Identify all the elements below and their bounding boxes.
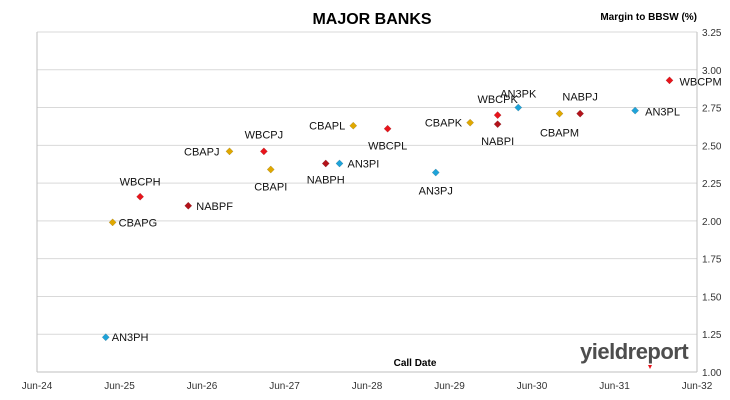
point-label-nabpi: NABPI (481, 136, 514, 148)
x-tick-label: Jun-26 (187, 381, 218, 392)
point-label-cbapg: CBAPG (119, 217, 158, 229)
data-point-cbapj (225, 147, 234, 156)
point-label-an3pk: AN3PK (500, 89, 537, 101)
data-point-an3pj (431, 168, 440, 177)
point-label-an3pj: AN3PJ (419, 186, 453, 198)
y-tick-label: 2.00 (702, 217, 722, 228)
point-label-wbcpm: WBCPM (680, 76, 722, 88)
point-label-cbapj: CBAPJ (184, 146, 219, 158)
label-layer: AN3PH CBAPG WBCPH NABPF CBAPJ WBCPJ CBAPI NABPH… (112, 76, 722, 344)
data-point-nabpf (184, 201, 193, 210)
grid-layer (36, 31, 698, 373)
data-point-an3pl (631, 106, 640, 115)
data-point-cbapg (108, 218, 117, 227)
point-label-wbcpk: WBCPK (477, 94, 518, 106)
point-label-wbcph: WBCPH (120, 177, 161, 189)
data-point-an3pi (335, 159, 344, 168)
point-label-nabph: NABPH (307, 174, 345, 186)
point-label-wbcpj: WBCPJ (245, 129, 284, 141)
point-label-cbapi: CBAPI (254, 182, 287, 194)
point-label-an3pi: AN3PI (348, 158, 380, 170)
x-tick-label: Jun-32 (682, 381, 713, 392)
axis-marker-icon (648, 365, 652, 369)
data-point-nabpj (576, 109, 585, 118)
y-axis-label: Margin to BBSW (%) (600, 12, 697, 23)
y-tick-label: 1.00 (702, 368, 722, 379)
point-label-nabpf: NABPF (196, 201, 233, 213)
x-tick-label: Jun-30 (517, 381, 548, 392)
y-tick-label: 3.25 (702, 28, 722, 39)
point-layer (101, 76, 674, 342)
data-point-nabpi (493, 120, 502, 129)
data-point-cbapl (349, 121, 358, 130)
point-label-an3pl: AN3PL (645, 107, 680, 119)
data-point-an3pk (514, 103, 523, 112)
y-tick-label: 1.75 (702, 255, 722, 266)
point-label-cbapm: CBAPM (540, 128, 579, 140)
x-tick-label: Jun-29 (434, 381, 465, 392)
chart-title: MAJOR BANKS (312, 11, 431, 28)
data-point-wbcph (136, 192, 145, 201)
data-point-wbcpl (383, 124, 392, 133)
y-tick-label: 2.75 (702, 104, 722, 115)
data-point-cbapk (466, 118, 475, 127)
y-tick-label: 3.00 (702, 66, 722, 77)
data-point-cbapm (555, 109, 564, 118)
x-tick-label: Jun-24 (22, 381, 53, 392)
point-label-cbapk: CBAPK (425, 118, 463, 130)
y-tick-label: 1.25 (702, 330, 722, 341)
data-point-wbcpk (493, 111, 502, 120)
y-tick-label: 2.25 (702, 179, 722, 190)
data-point-wbcpj (259, 147, 268, 156)
data-point-an3ph (101, 333, 110, 342)
x-tick-label: Jun-25 (104, 381, 135, 392)
brand-logo: yieldreport (580, 339, 689, 364)
data-point-cbapi (266, 165, 275, 174)
data-point-nabph (321, 159, 330, 168)
point-label-cbapl: CBAPL (309, 121, 345, 133)
y-tick-label: 2.50 (702, 141, 722, 152)
y-tick-label: 1.50 (702, 292, 722, 303)
x-tick-label: Jun-31 (599, 381, 630, 392)
point-label-nabpj: NABPJ (562, 92, 597, 104)
point-label-wbcpl: WBCPL (368, 141, 407, 153)
tick-layer: 1.00 1.25 1.50 1.75 2.00 2.25 2.50 2.75 3.00 3.25… (22, 28, 722, 392)
point-label-an3ph: AN3PH (112, 332, 149, 344)
x-axis-label: Call Date (394, 358, 437, 369)
x-tick-label: Jun-27 (269, 381, 300, 392)
data-point-wbcpm (665, 76, 674, 85)
x-tick-label: Jun-28 (352, 381, 383, 392)
